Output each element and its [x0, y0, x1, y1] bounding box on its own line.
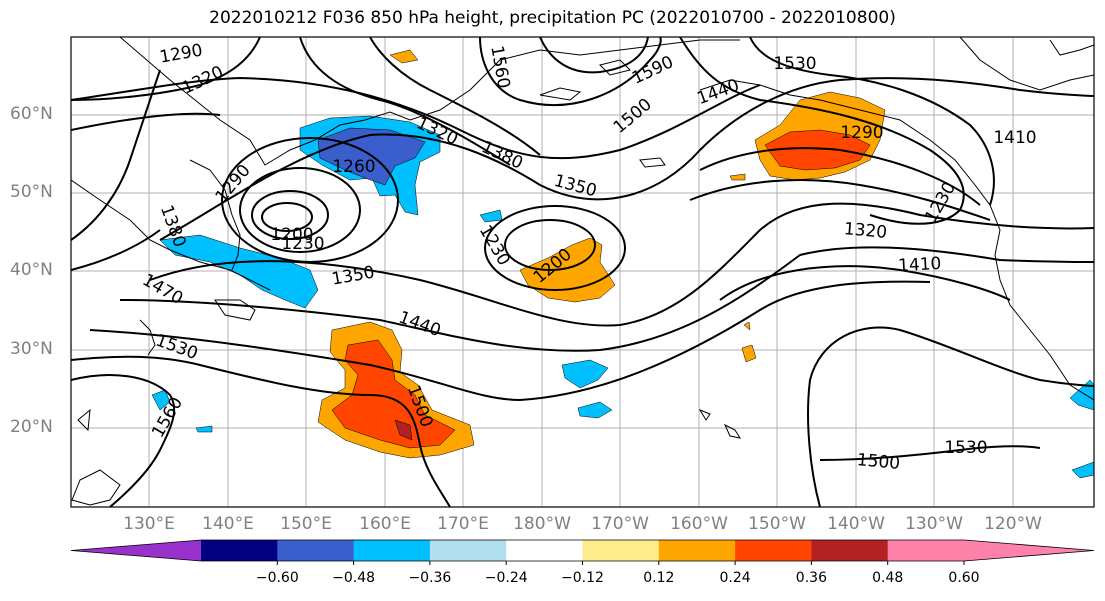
height-contours: [71, 37, 1094, 507]
lon-label: 170°W: [591, 514, 649, 534]
contour-label: 1230: [475, 222, 514, 269]
contour-label: 1380: [478, 137, 526, 173]
contour-label: 1290: [212, 161, 255, 207]
colorbar-bin: [277, 540, 355, 561]
lon-label: 130°W: [905, 514, 963, 534]
contour-label: 1410: [993, 128, 1036, 148]
colorbar-bin: [811, 540, 889, 561]
contour-label: 1290: [840, 123, 883, 143]
colorbar-tick-label: −0.24: [484, 570, 528, 586]
contour-label: 1230: [921, 179, 960, 226]
contour-label: 1320: [179, 62, 227, 98]
contour-label: 1260: [332, 157, 375, 177]
colorbar-tick-label: 0.12: [643, 570, 675, 586]
map-title: 2022010212 F036 850 hPa height, precipit…: [209, 8, 896, 28]
lon-label: 140°W: [827, 514, 885, 534]
lat-label-30n: 30°N: [10, 339, 53, 359]
contour-label: 1200: [270, 225, 313, 245]
colorbar-bin: [353, 540, 431, 561]
colorbar-bin: [887, 540, 965, 561]
lon-label: 160°E: [359, 514, 411, 534]
lon-label: 150°E: [280, 514, 332, 534]
lon-label: 160°W: [670, 514, 728, 534]
colorbar-tick-label: −0.60: [255, 570, 299, 586]
colorbar-tick-label: −0.12: [561, 570, 604, 586]
contour-label: 1290: [158, 40, 204, 67]
colorbar-bin: [658, 540, 736, 561]
colorbar-tick-label: 0.48: [872, 570, 904, 586]
lon-label: 170°E: [437, 514, 489, 534]
contour-label: 1530: [773, 54, 816, 74]
colorbar-extend-max: [964, 540, 1094, 561]
contour-label: 1530: [944, 438, 987, 458]
colorbar-outline: [70, 539, 1095, 562]
lat-label-20n: 20°N: [10, 417, 53, 437]
contour-label: 1410: [898, 254, 942, 276]
contour-label: 1230: [281, 234, 324, 254]
contour-label: 1500: [856, 450, 901, 474]
colorbar-bin: [735, 540, 812, 561]
colorbar-bin: [582, 540, 660, 561]
contour-label: 1440: [396, 308, 443, 342]
colorbar-tick-label: −0.36: [408, 570, 452, 586]
colorbar-tick-label: −0.48: [332, 570, 376, 586]
contour-label: 1500: [610, 95, 656, 138]
lat-label-40n: 40°N: [10, 260, 53, 280]
lat-label-50n: 50°N: [10, 182, 53, 202]
lon-label: 180°W: [513, 514, 571, 534]
lon-label: 140°E: [202, 514, 254, 534]
precip-positive-anomaly: [317, 49, 886, 459]
colorbar-extend-min: [71, 540, 201, 561]
lon-label: 130°E: [123, 514, 175, 534]
lon-label: 120°W: [984, 514, 1042, 534]
colorbar-bin: [201, 540, 278, 561]
contour-label: 1560: [486, 44, 513, 90]
colorbar-tick-label: 0.36: [795, 570, 827, 586]
colorbar: [70, 539, 1095, 565]
contour-label: 1560: [148, 394, 187, 441]
colorbar-bin: [506, 540, 583, 561]
colorbar-bin: [429, 540, 507, 561]
colorbar-tick-label: 0.24: [719, 570, 751, 586]
colorbar-tick-label: 0.60: [948, 570, 980, 586]
map-frame: [70, 36, 1095, 508]
lat-label-60n: 60°N: [10, 104, 53, 124]
contour-label: 1320: [843, 219, 888, 243]
coastlines: [71, 37, 1094, 506]
lon-label: 150°W: [748, 514, 806, 534]
